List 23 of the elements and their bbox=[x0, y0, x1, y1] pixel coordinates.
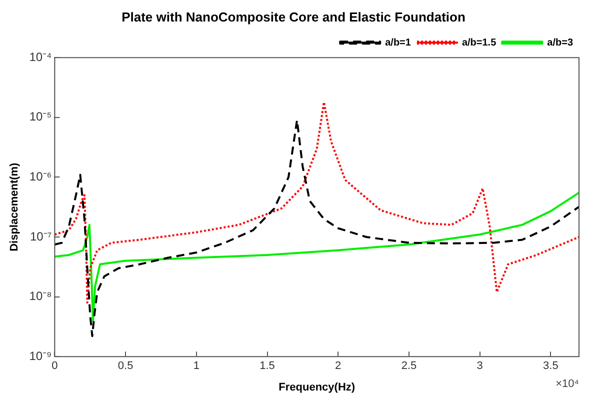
text: ×10⁴ bbox=[556, 378, 580, 390]
x-tick-label: 3 bbox=[476, 360, 483, 372]
x-tick-label: 0.5 bbox=[118, 360, 134, 372]
y-tick-label: 10⁻⁴ bbox=[29, 50, 52, 64]
y-tick-label: 10⁻⁶ bbox=[29, 170, 52, 184]
x-tick-label: 0 bbox=[52, 360, 58, 372]
x-tick-label: 2.5 bbox=[401, 360, 417, 372]
y-tick-label: 10⁻⁵ bbox=[29, 110, 52, 124]
chart-title: Plate with NanoComposite Core and Elastic Foundation bbox=[122, 9, 466, 24]
x-axis-title: Frequency(Hz) bbox=[278, 381, 356, 394]
legend-label: a/b=3 bbox=[547, 37, 574, 48]
x-tick-label: 1.5 bbox=[260, 360, 275, 372]
x-tick-label: 1 bbox=[193, 360, 200, 372]
x-tick-label: 2 bbox=[335, 360, 342, 372]
y-axis-title: Displacement(m) bbox=[8, 162, 21, 252]
line-series bbox=[54, 101, 579, 304]
x-tick-label: 3.5 bbox=[543, 360, 558, 372]
line-series bbox=[54, 119, 579, 338]
legend-label: a/b=1.5 bbox=[462, 37, 497, 48]
legend-label: a/b=1 bbox=[385, 37, 412, 48]
y-tick-label: 10⁻⁹ bbox=[29, 348, 52, 363]
y-tick-label: 10⁻⁷ bbox=[30, 229, 52, 244]
y-tick-label: 10⁻⁸ bbox=[29, 289, 52, 304]
